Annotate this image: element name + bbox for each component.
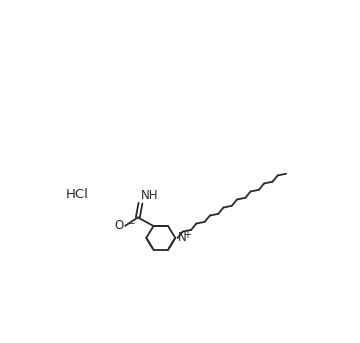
Text: +: +: [183, 230, 190, 240]
Text: NH: NH: [141, 189, 159, 202]
Text: N: N: [178, 231, 187, 244]
Text: HCl: HCl: [66, 188, 89, 201]
Text: −: −: [127, 218, 135, 227]
Text: O: O: [114, 219, 124, 232]
